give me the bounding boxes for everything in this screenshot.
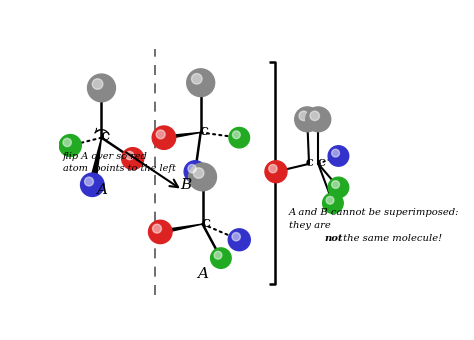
Ellipse shape (63, 138, 72, 147)
Text: A and B cannot be superimposed:
they are: A and B cannot be superimposed: they are (289, 208, 459, 230)
Ellipse shape (88, 74, 116, 102)
Ellipse shape (81, 173, 104, 197)
Ellipse shape (323, 193, 343, 213)
Ellipse shape (148, 220, 172, 243)
Ellipse shape (187, 69, 215, 97)
Ellipse shape (232, 233, 240, 241)
Ellipse shape (228, 229, 250, 251)
Ellipse shape (265, 161, 287, 183)
Text: C: C (199, 126, 208, 137)
Polygon shape (89, 138, 101, 185)
Ellipse shape (152, 126, 176, 149)
Text: not: not (325, 234, 343, 243)
Polygon shape (159, 224, 202, 234)
Ellipse shape (214, 251, 222, 259)
Text: C: C (306, 158, 313, 168)
Ellipse shape (299, 111, 309, 121)
Text: C: C (318, 158, 326, 168)
Ellipse shape (332, 181, 339, 188)
Ellipse shape (210, 248, 231, 268)
Ellipse shape (332, 149, 339, 157)
Ellipse shape (126, 151, 134, 160)
Ellipse shape (191, 73, 202, 84)
Ellipse shape (184, 161, 206, 183)
Ellipse shape (193, 168, 204, 178)
Ellipse shape (328, 177, 349, 198)
Text: B: B (181, 178, 191, 192)
Ellipse shape (269, 165, 277, 173)
Ellipse shape (59, 135, 82, 156)
Ellipse shape (295, 107, 319, 132)
Ellipse shape (229, 128, 249, 148)
Ellipse shape (310, 111, 319, 121)
Text: A: A (197, 267, 208, 281)
Ellipse shape (232, 131, 240, 139)
Ellipse shape (326, 197, 334, 204)
Ellipse shape (328, 146, 349, 166)
Text: C: C (101, 131, 109, 142)
Ellipse shape (306, 107, 331, 132)
Text: the same molecule!: the same molecule! (340, 234, 442, 243)
Ellipse shape (122, 148, 144, 170)
Polygon shape (163, 132, 201, 139)
Ellipse shape (84, 177, 93, 186)
Text: flip A over so red
atom  points to the left: flip A over so red atom points to the le… (63, 152, 176, 173)
Ellipse shape (153, 224, 162, 233)
Text: C: C (201, 218, 210, 229)
Ellipse shape (189, 163, 217, 191)
Ellipse shape (188, 165, 196, 173)
Ellipse shape (156, 130, 165, 139)
Ellipse shape (92, 79, 103, 89)
Text: A: A (96, 183, 107, 197)
